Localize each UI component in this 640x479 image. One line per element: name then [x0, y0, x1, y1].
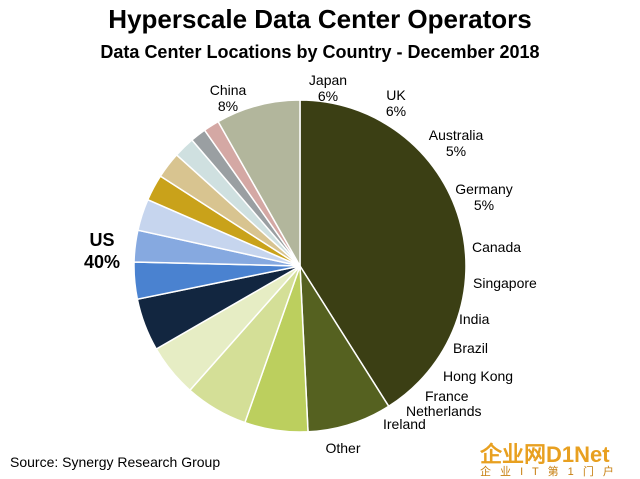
- slice-label-france: France: [425, 388, 469, 404]
- slice-label-netherlands: Netherlands: [406, 403, 482, 419]
- source-note: Source: Synergy Research Group: [10, 454, 221, 470]
- slice-label-singapore: Singapore: [473, 275, 537, 291]
- chart-title: Hyperscale Data Center Operators: [108, 4, 532, 34]
- watermark-main-text: 企业网D1Net: [480, 442, 610, 467]
- chart-subtitle: Data Center Locations by Country - Decem…: [100, 42, 540, 62]
- slice-label-brazil: Brazil: [453, 340, 488, 356]
- slice-label-uk: UK 6%: [386, 87, 407, 119]
- watermark-logo: 企业网D1Net 企 业 I T 第 1 门 户: [478, 437, 638, 478]
- slice-label-ireland: Ireland: [383, 416, 426, 432]
- slice-label-australia: Australia 5%: [429, 127, 484, 159]
- slice-label-india: India: [459, 311, 490, 327]
- slice-label-hong-kong: Hong Kong: [443, 368, 513, 384]
- slice-label-us: US 40%: [84, 230, 120, 272]
- slice-label-other: Other: [325, 440, 360, 456]
- watermark-sub-text: 企 业 I T 第 1 门 户: [480, 466, 617, 478]
- slice-label-canada: Canada: [472, 239, 521, 255]
- slice-label-japan: Japan 6%: [309, 72, 347, 104]
- slice-label-germany: Germany 5%: [455, 181, 513, 213]
- pie-slice-other: [217, 99, 301, 269]
- pie-slice-us: [299, 99, 467, 408]
- slice-label-china: China 8%: [210, 82, 247, 114]
